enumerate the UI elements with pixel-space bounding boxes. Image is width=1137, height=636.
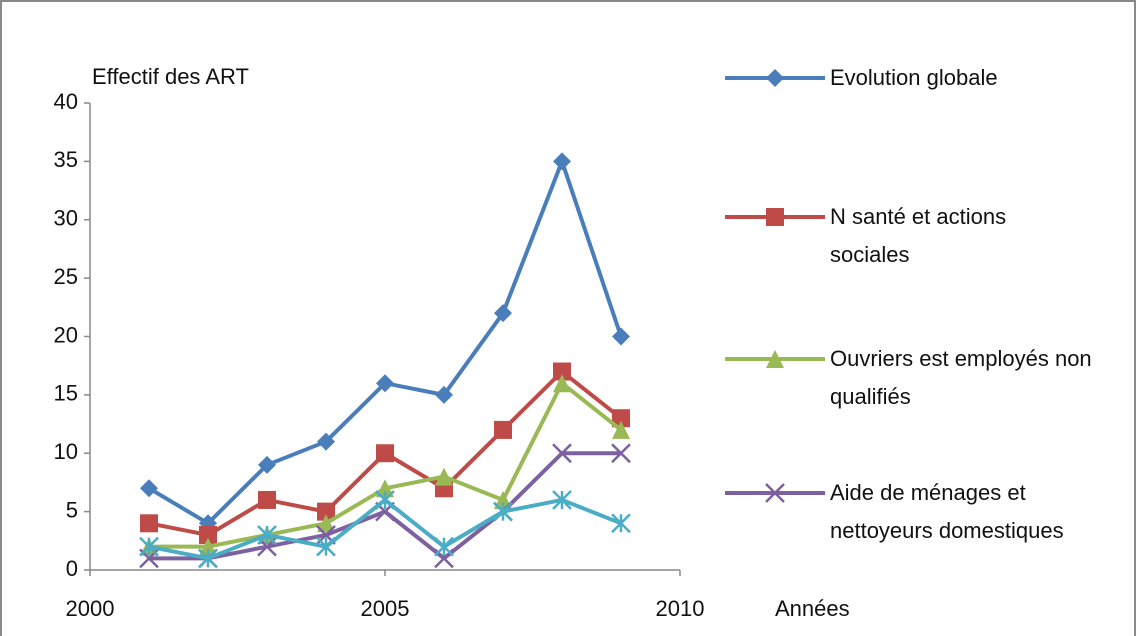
marker bbox=[199, 537, 217, 556]
marker bbox=[612, 420, 630, 439]
marker bbox=[765, 483, 785, 503]
marker bbox=[494, 304, 512, 323]
marker bbox=[766, 208, 784, 226]
y-tick-label: 40 bbox=[54, 89, 78, 114]
marker bbox=[552, 490, 572, 510]
marker bbox=[435, 467, 453, 486]
legend-label: Aide de ménages et nettoyeurs domestique… bbox=[830, 480, 1064, 543]
marker bbox=[766, 69, 784, 87]
legend-label: Evolution globale bbox=[830, 65, 998, 90]
marker bbox=[611, 513, 631, 534]
legend-label: Ouvriers est employés non qualifiés bbox=[830, 346, 1092, 409]
marker bbox=[434, 536, 454, 557]
marker bbox=[376, 374, 394, 393]
marker bbox=[611, 443, 631, 464]
marker bbox=[376, 444, 394, 463]
marker bbox=[493, 501, 513, 522]
x-tick-label: 2005 bbox=[361, 596, 410, 621]
marker bbox=[199, 525, 217, 544]
marker bbox=[553, 362, 571, 381]
marker bbox=[553, 374, 571, 393]
legend-label: N santé et actions sociales bbox=[830, 204, 1007, 267]
y-tick-label: 15 bbox=[54, 381, 78, 406]
x-axis-title: Années bbox=[775, 596, 850, 621]
marker bbox=[258, 490, 276, 509]
marker bbox=[139, 536, 159, 557]
y-tick-label: 35 bbox=[54, 147, 78, 172]
marker bbox=[317, 502, 335, 521]
marker bbox=[435, 385, 453, 404]
x-tick-label: 2000 bbox=[66, 596, 115, 621]
marker bbox=[140, 479, 158, 498]
y-tick-label: 25 bbox=[54, 264, 78, 289]
marker bbox=[553, 152, 571, 171]
marker bbox=[612, 327, 630, 346]
marker bbox=[766, 350, 784, 368]
y-axis-title: Effectif des ART bbox=[92, 64, 249, 89]
marker bbox=[316, 536, 336, 557]
marker bbox=[494, 420, 512, 439]
marker bbox=[140, 514, 158, 533]
marker bbox=[257, 525, 277, 545]
x-tick-label: 2010 bbox=[656, 596, 705, 621]
marker bbox=[198, 548, 218, 569]
series-line bbox=[147, 159, 623, 526]
marker bbox=[376, 479, 394, 498]
marker bbox=[317, 514, 335, 533]
y-tick-label: 5 bbox=[66, 497, 78, 522]
y-tick-label: 0 bbox=[66, 556, 78, 581]
y-tick-label: 30 bbox=[54, 206, 78, 231]
y-tick-label: 10 bbox=[54, 439, 78, 464]
marker bbox=[552, 443, 572, 464]
marker bbox=[258, 455, 276, 474]
y-tick-label: 20 bbox=[54, 322, 78, 347]
marker bbox=[612, 409, 630, 428]
marker bbox=[375, 490, 395, 510]
marker bbox=[317, 432, 335, 451]
